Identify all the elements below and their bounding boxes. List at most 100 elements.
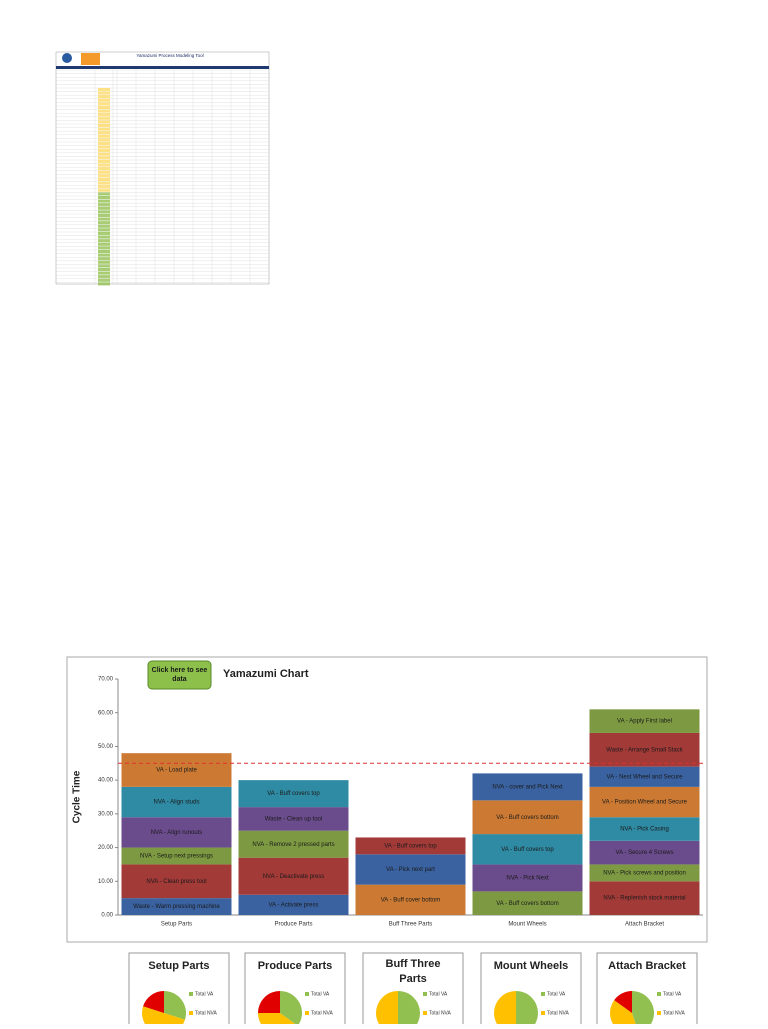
sheet-cell (98, 206, 110, 210)
sheet-cell (98, 257, 110, 261)
segment-label: VA - Nest Wheel and Secure (607, 774, 684, 780)
x-tick-label: Mount Wheels (508, 922, 546, 928)
bar-segment (238, 780, 349, 808)
button-label-box[interactable]: Click here to see data (150, 663, 209, 687)
see-data-button[interactable]: Click here to see data (147, 660, 212, 690)
y-tick-label: 60.00 (98, 710, 114, 716)
segment-label: VA - Apply First label (617, 719, 672, 725)
bar-segment (472, 834, 583, 865)
sheet-cell (98, 221, 110, 225)
legend-swatch (541, 992, 545, 996)
y-tick-label: 0.00 (101, 913, 113, 919)
pie-slice (164, 991, 186, 1020)
segment-label: VA - Buff cover bottom (381, 897, 440, 903)
sheet-cell (98, 163, 110, 167)
segment-label: VA - Position Wheel and Secure (602, 800, 688, 806)
sheet-cell (98, 264, 110, 268)
pie-title: Buff Three Parts (386, 958, 441, 985)
x-tick-label: Buff Three Parts (389, 922, 432, 928)
legend-label: Total VA (547, 991, 566, 997)
segment-label: VA - Buff covers top (267, 791, 320, 797)
sheet-cell (98, 228, 110, 232)
bar-segment (589, 864, 700, 882)
sheet-cell (98, 106, 110, 109)
button-label[interactable]: Click here to see data (151, 667, 208, 683)
sheet-grid (56, 69, 269, 286)
sheet-cell (98, 124, 110, 127)
sheet-cell (98, 167, 110, 171)
legend-label: Total NVA (195, 1010, 218, 1016)
pie-slice (494, 991, 516, 1029)
sheet-cell (98, 127, 110, 131)
legend-label: Total NVA (429, 1010, 452, 1016)
sheet-cell (98, 278, 110, 282)
pie-title: Mount Wheels (494, 960, 569, 972)
sheet-cell (98, 102, 110, 106)
segment-label: VA - Buff covers top (501, 847, 554, 853)
sheet-cell (98, 88, 110, 91)
y-tick-label: 20.00 (98, 845, 114, 851)
segment-label: NVA - cover and Pick Next (492, 784, 563, 790)
pie-slice (143, 991, 164, 1013)
legend-swatch (423, 992, 427, 996)
button-bg[interactable] (147, 660, 212, 690)
sheet-cell (98, 149, 110, 153)
pie-slice (376, 991, 398, 1029)
sheet-cell (98, 160, 110, 163)
sheet-cell (98, 250, 110, 253)
segment-label: VA - Buff covers bottom (496, 815, 558, 821)
sheet-cell (98, 199, 110, 203)
sheet-cell (98, 239, 110, 243)
segment-label: NVA - Deactivate press (263, 874, 325, 880)
segment-label: VA - Activate press (269, 902, 319, 908)
sheet-cell (98, 91, 110, 95)
sheet-cell (98, 156, 110, 160)
sheet-cell (98, 174, 110, 178)
bar-segment (121, 753, 232, 787)
segment-label: VA - Buff covers bottom (496, 901, 558, 907)
bar-segment (121, 817, 232, 848)
sheet (55, 51, 270, 285)
pie-slice (258, 991, 280, 1013)
segment-label: NVA - Remove 2 pressed parts (252, 842, 334, 848)
legend-swatch (189, 1011, 193, 1015)
sheet-cell (98, 138, 110, 142)
legend-swatch (189, 992, 193, 996)
bar-segment (121, 847, 232, 865)
sheet-cell (98, 253, 110, 257)
bar-segment (472, 773, 583, 801)
bar-segment (589, 817, 700, 841)
legend-label: Total NVA (663, 1010, 686, 1016)
bar-segment (121, 786, 232, 818)
bar-segment (589, 840, 700, 865)
sheet-cell (98, 170, 110, 174)
y-tick-label: 70.00 (98, 677, 114, 683)
segment-label: NVA - Clean press tool (146, 879, 206, 885)
y-tick-label: 30.00 (98, 811, 114, 817)
legend-swatch (657, 992, 661, 996)
legend-label: Total VA (663, 991, 682, 997)
sheet-cell (98, 131, 110, 135)
sheet-cell (98, 185, 110, 189)
segment-label: VA - Secure 4 Screws (616, 850, 674, 856)
sheet-cell (98, 275, 110, 279)
sheet-cell (98, 109, 110, 113)
segment-label: NVA - Setup next pressings (140, 854, 213, 860)
legend-label: Total VA (195, 991, 214, 997)
bar-segment (355, 884, 466, 915)
spreadsheet: Yamazumi Process Modeling Tool (55, 51, 270, 286)
sheet-cell (98, 192, 110, 196)
sheet-cell (98, 203, 110, 207)
segment-label: NVA - Pick Casing (620, 827, 669, 833)
bar-segment (238, 830, 349, 858)
segment-label: Waste - Warm pressing machine (133, 904, 220, 910)
bar-segment (121, 864, 232, 899)
pie-slice (516, 991, 538, 1029)
x-tick-label: Produce Parts (274, 922, 312, 928)
pie-title: Setup Parts (148, 960, 209, 972)
sheet-cell (98, 268, 110, 271)
sheet-band (56, 66, 269, 69)
sheet-cell (98, 260, 110, 264)
sheet-cell (98, 152, 110, 156)
segment-label: Waste - Clean up tool (265, 816, 322, 822)
